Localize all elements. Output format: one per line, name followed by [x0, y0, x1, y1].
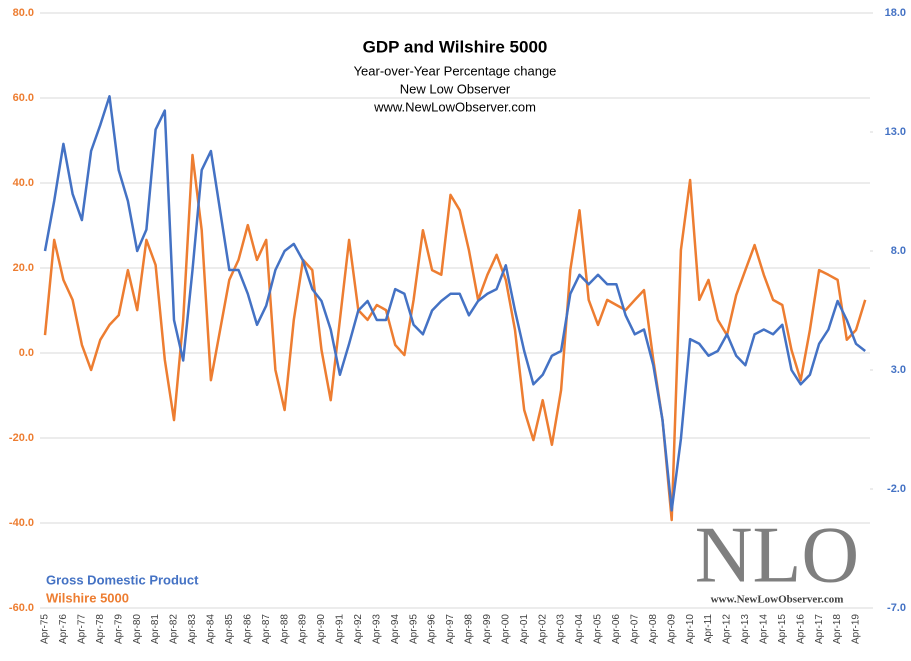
x-tick-label: Apr-86: [242, 614, 253, 644]
x-tick-label: Apr-77: [77, 614, 88, 644]
x-tick-label: Apr-80: [132, 614, 143, 644]
watermark-url: www.NewLowObserver.com: [711, 594, 844, 606]
x-tick-label: Apr-01: [519, 614, 530, 644]
chart-subtitle: www.NewLowObserver.com: [373, 99, 536, 114]
x-tick-label: Apr-00: [500, 614, 511, 644]
chart-subtitle: Year-over-Year Percentage change: [354, 63, 557, 78]
x-tick-label: Apr-93: [371, 614, 382, 644]
x-tick-label: Apr-18: [832, 614, 843, 644]
x-tick-label: Apr-87: [261, 614, 272, 644]
x-tick-label: Apr-98: [464, 614, 475, 644]
x-tick-label: Apr-10: [685, 614, 696, 644]
x-tick-label: Apr-78: [95, 614, 106, 644]
x-tick-label: Apr-16: [795, 614, 806, 644]
x-tick-label: Apr-09: [666, 614, 677, 644]
y2-tick-label: -2.0: [887, 483, 906, 495]
x-tick-label: Apr-76: [58, 614, 69, 644]
x-tick-label: Apr-95: [408, 614, 419, 644]
x-tick-label: Apr-79: [113, 614, 124, 644]
x-tick-label: Apr-83: [187, 614, 198, 644]
y2-tick-label: 13.0: [885, 126, 906, 138]
y-tick-label: 20.0: [13, 262, 34, 274]
y-tick-label: 0.0: [19, 347, 34, 359]
legend-label: Wilshire 5000: [46, 590, 129, 605]
watermark: NLO: [695, 511, 859, 599]
x-tick-label: Apr-17: [814, 614, 825, 644]
x-tick-label: Apr-02: [537, 614, 548, 644]
x-tick-label: Apr-82: [169, 614, 180, 644]
x-tick-label: Apr-85: [224, 614, 235, 644]
x-tick-label: Apr-14: [758, 614, 769, 644]
x-tick-label: Apr-92: [353, 614, 364, 644]
x-tick-label: Apr-15: [777, 614, 788, 644]
x-tick-label: Apr-91: [335, 614, 346, 644]
y-tick-label: 80.0: [13, 7, 34, 19]
y-tick-label: -40.0: [9, 517, 34, 529]
x-tick-label: Apr-19: [851, 614, 862, 644]
x-tick-label: Apr-97: [445, 614, 456, 644]
series-line: [43, 95, 866, 512]
x-tick-label: Apr-89: [298, 614, 309, 644]
x-tick-label: Apr-03: [556, 614, 567, 644]
x-tick-label: Apr-90: [316, 614, 327, 644]
x-tick-label: Apr-88: [279, 614, 290, 644]
x-tick-label: Apr-75: [40, 614, 51, 644]
x-tick-label: Apr-12: [722, 614, 733, 644]
y-tick-label: -20.0: [9, 432, 34, 444]
y2-tick-label: 8.0: [891, 245, 906, 257]
x-tick-label: Apr-08: [648, 614, 659, 644]
y-tick-label: 40.0: [13, 177, 34, 189]
x-tick-label: Apr-04: [574, 614, 585, 644]
x-tick-label: Apr-96: [427, 614, 438, 644]
y2-tick-label: 3.0: [891, 364, 906, 376]
x-tick-label: Apr-94: [390, 614, 401, 644]
x-tick-label: Apr-05: [593, 614, 604, 644]
x-tick-label: Apr-07: [629, 614, 640, 644]
chart-subtitle: New Low Observer: [400, 81, 511, 96]
y-tick-label: 60.0: [13, 92, 34, 104]
plot-layer: -60.0 -40.0 -20.0 0.0 20.0 40.0 60.0 80.0 -7.0 -2…: [9, 7, 906, 644]
y2-tick-label: 18.0: [885, 7, 906, 19]
x-tick-label: Apr-99: [482, 614, 493, 644]
x-tick-label: Apr-81: [150, 614, 161, 644]
y2-tick-label: -7.0: [887, 602, 906, 614]
x-tick-label: Apr-84: [206, 614, 217, 644]
x-tick-label: Apr-06: [611, 614, 622, 644]
x-tick-label: Apr-13: [740, 614, 751, 644]
y-tick-label: -60.0: [9, 602, 34, 614]
x-tick-label: Apr-11: [703, 614, 714, 644]
legend-label: Gross Domestic Product: [46, 572, 199, 587]
series-line: [43, 153, 867, 522]
chart-title: GDP and Wilshire 5000: [363, 37, 548, 56]
